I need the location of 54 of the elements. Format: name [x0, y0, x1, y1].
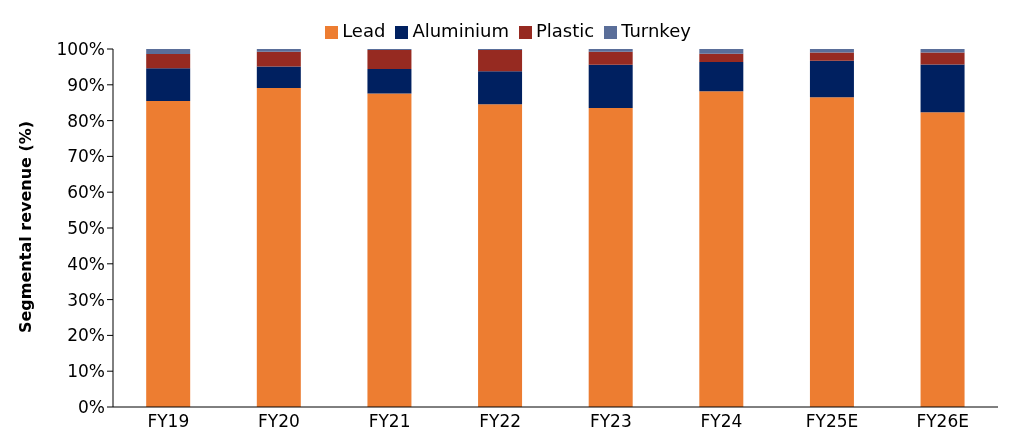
- bar: [367, 93, 412, 407]
- bar: [478, 50, 523, 72]
- bar: [809, 49, 854, 53]
- bar: [146, 49, 191, 55]
- bar: [699, 49, 744, 54]
- bar: [699, 53, 744, 62]
- y-tick-label: 100%: [56, 39, 105, 60]
- x-tick-label: FY23: [589, 411, 632, 432]
- y-tick-label: 10%: [67, 361, 105, 382]
- y-tick-label: 60%: [67, 182, 105, 203]
- y-tick-label: 70%: [67, 146, 105, 167]
- bar: [588, 49, 633, 52]
- legend-label: Plastic: [535, 20, 595, 41]
- bar: [920, 52, 965, 65]
- bar: [256, 66, 301, 89]
- x-tick-label: FY24: [700, 411, 743, 432]
- x-tick-label: FY26E: [916, 411, 969, 432]
- bar: [588, 108, 633, 407]
- legend-label: Turnkey: [621, 20, 691, 41]
- y-tick-label: 40%: [67, 253, 105, 274]
- bar: [588, 64, 633, 109]
- bar: [256, 88, 301, 407]
- legend-label: Aluminium: [412, 20, 509, 41]
- bar: [367, 50, 412, 70]
- bar: [809, 60, 854, 98]
- y-tick-label: 90%: [67, 74, 105, 95]
- x-tick-label: FY22: [479, 411, 522, 432]
- bar: [920, 49, 965, 53]
- bar: [699, 61, 744, 92]
- y-tick-label: 20%: [67, 325, 105, 346]
- bar: [146, 68, 191, 101]
- bar: [478, 104, 523, 407]
- bar: [809, 52, 854, 61]
- bar: [699, 91, 744, 407]
- y-tick-label: 30%: [67, 289, 105, 310]
- bar: [920, 112, 965, 407]
- bar: [146, 54, 191, 69]
- x-tick-label: FY21: [368, 411, 411, 432]
- y-axis-title: Segmental revenue (%): [15, 120, 35, 333]
- y-tick-label: 50%: [67, 218, 105, 239]
- x-tick-label: FY20: [258, 411, 300, 432]
- legend-label: Lead: [342, 20, 386, 41]
- bar: [588, 51, 633, 65]
- y-tick-label: 80%: [67, 110, 105, 131]
- y-tick-label: 0%: [78, 397, 105, 418]
- bar: [367, 69, 412, 94]
- x-tick-label: FY25E: [805, 411, 859, 432]
- x-tick-label: FY19: [147, 411, 190, 432]
- bar: [146, 100, 191, 407]
- bar: [478, 71, 523, 105]
- bar: [920, 64, 965, 113]
- bar: [256, 51, 301, 67]
- bar: [809, 97, 854, 407]
- bar: [256, 49, 301, 52]
